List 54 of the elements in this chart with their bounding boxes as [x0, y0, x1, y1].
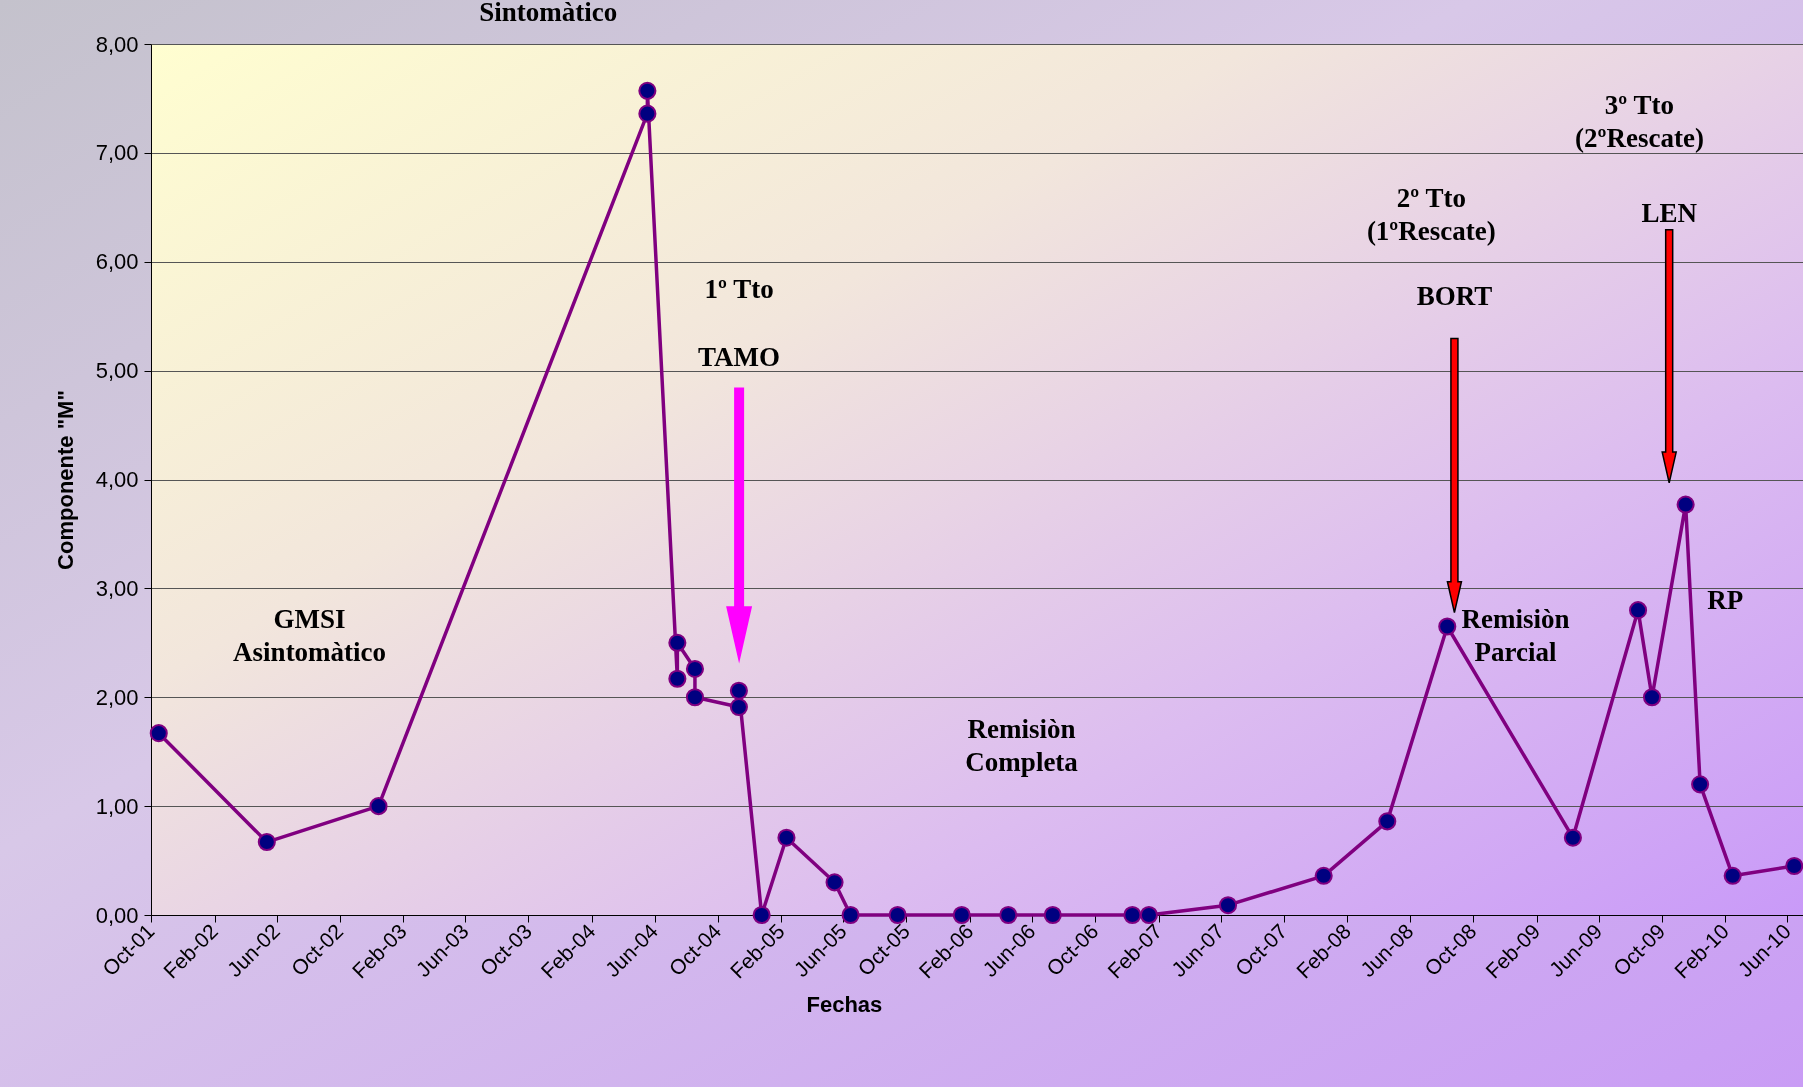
- point: [1123, 905, 1142, 925]
- point: [369, 797, 388, 816]
- y-tick-label: 5,00: [95, 358, 139, 384]
- point: [1043, 905, 1062, 925]
- y-axis-title: Componente "M": [52, 390, 78, 570]
- annotation: GMSI Asintomàtico: [233, 603, 387, 667]
- annotation: RP: [1707, 585, 1744, 616]
- y-tick-label: 3,00: [95, 575, 139, 601]
- point: [257, 833, 276, 852]
- annotation: Remisiòn Parcial: [1461, 603, 1570, 667]
- point: [685, 688, 705, 707]
- point: [149, 724, 168, 743]
- point: [1139, 905, 1158, 925]
- point: [952, 905, 971, 925]
- point: [1629, 601, 1648, 620]
- chart-title: Sintomàtico: [479, 0, 618, 27]
- y-tick-label: 6,00: [95, 249, 139, 275]
- point: [1438, 617, 1457, 636]
- point: [668, 669, 687, 688]
- annotation: LEN: [1641, 197, 1698, 228]
- annotation: TAMO: [698, 342, 781, 373]
- y-tick-label: 4,00: [95, 467, 139, 492]
- point: [1378, 812, 1397, 831]
- point: [1314, 866, 1333, 885]
- y-tick-label: 7,00: [95, 140, 139, 166]
- point: [638, 81, 657, 100]
- point: [999, 905, 1018, 925]
- point: [1218, 896, 1238, 915]
- annotation: Remisiòn Completa: [965, 714, 1079, 778]
- y-tick-label: 1,00: [95, 793, 139, 819]
- annotation: 3º Tto (2ºRescate): [1575, 89, 1704, 153]
- point: [752, 905, 771, 925]
- point: [685, 659, 705, 678]
- point: [1691, 775, 1710, 794]
- annotation: 2º Tto (1ºRescate): [1366, 183, 1496, 247]
- point: [729, 698, 748, 717]
- y-tick-label: 0,00: [95, 902, 139, 928]
- point: [825, 873, 844, 892]
- point: [888, 905, 907, 925]
- point: [1563, 828, 1582, 847]
- point: [668, 633, 687, 652]
- point: [1785, 856, 1803, 876]
- y-tick-label: 2,00: [95, 684, 139, 710]
- x-axis-title: Fechas: [806, 991, 883, 1017]
- point: [777, 828, 796, 847]
- point: [638, 104, 657, 123]
- annotation: 1º Tto: [704, 274, 774, 305]
- annotation: BORT: [1416, 280, 1493, 311]
- point: [1723, 866, 1742, 885]
- point: [1642, 688, 1662, 707]
- point: [841, 905, 860, 925]
- y-tick-label: 8,00: [95, 31, 139, 57]
- point: [1676, 495, 1695, 514]
- point: [729, 681, 748, 700]
